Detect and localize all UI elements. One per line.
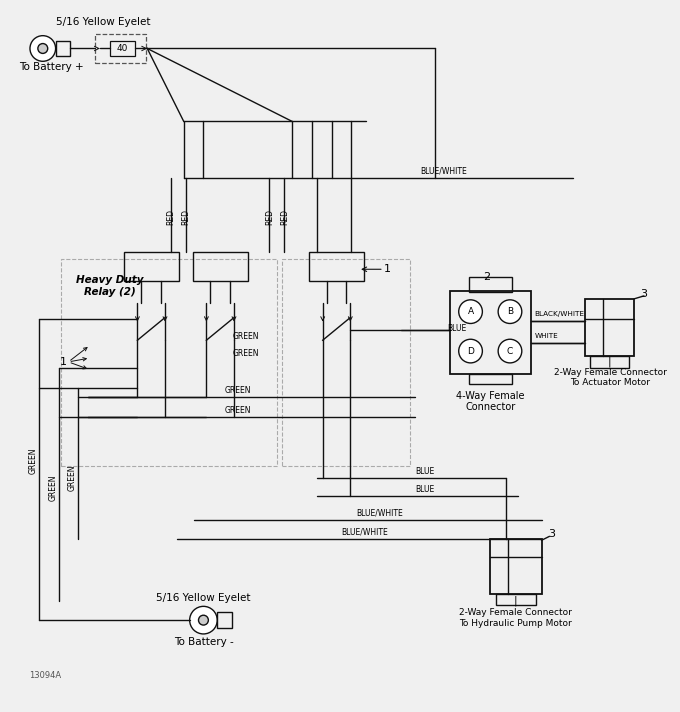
Text: BLUE: BLUE — [415, 485, 435, 493]
Circle shape — [190, 607, 217, 634]
Text: 13094A: 13094A — [29, 671, 61, 680]
Bar — [282, 259, 411, 466]
Text: GREEN: GREEN — [68, 465, 77, 491]
Circle shape — [199, 615, 208, 625]
Text: 40: 40 — [117, 44, 129, 53]
Text: BLUE/WHITE: BLUE/WHITE — [420, 166, 467, 175]
Text: A: A — [467, 307, 473, 316]
Circle shape — [459, 300, 482, 323]
Text: |: | — [514, 595, 517, 606]
Text: GREEN: GREEN — [233, 332, 259, 341]
Bar — [490, 539, 541, 594]
Bar — [217, 612, 232, 628]
Text: RED: RED — [279, 209, 289, 225]
Text: WHITE: WHITE — [534, 333, 558, 340]
Text: |: | — [608, 357, 611, 367]
Text: 5/16 Yellow Eyelet: 5/16 Yellow Eyelet — [56, 17, 150, 27]
Text: BLUE/WHITE: BLUE/WHITE — [341, 528, 388, 537]
Text: Heavy Duty
Relay (2): Heavy Duty Relay (2) — [76, 276, 143, 297]
Circle shape — [498, 339, 522, 363]
Bar — [585, 299, 634, 356]
Text: GREEN: GREEN — [224, 406, 251, 414]
Text: B: B — [507, 307, 513, 316]
Text: C: C — [507, 347, 513, 355]
Text: 4-Way Female
Connector: 4-Way Female Connector — [456, 391, 524, 412]
Text: To Battery -: To Battery - — [173, 637, 233, 646]
Bar — [450, 291, 530, 374]
Text: 2-Way Female Connector
To Actuator Motor: 2-Way Female Connector To Actuator Motor — [554, 368, 667, 387]
Text: 1: 1 — [384, 264, 391, 274]
Bar — [61, 259, 277, 466]
Text: 3: 3 — [641, 289, 647, 299]
Text: GREEN: GREEN — [224, 386, 251, 395]
Text: RED: RED — [167, 209, 175, 225]
Bar — [309, 251, 364, 281]
Text: 2-Way Female Connector
To Hydraulic Pump Motor: 2-Way Female Connector To Hydraulic Pump… — [460, 609, 573, 628]
Bar — [95, 33, 146, 63]
Text: GREEN: GREEN — [48, 475, 57, 501]
Text: 1: 1 — [60, 357, 67, 367]
Bar — [469, 277, 512, 292]
Bar — [496, 594, 536, 605]
Text: BLUE: BLUE — [447, 324, 466, 333]
Text: GREEN: GREEN — [29, 447, 37, 473]
Bar — [56, 41, 71, 56]
Bar — [124, 251, 179, 281]
Text: 2: 2 — [483, 272, 490, 282]
Text: D: D — [467, 347, 474, 355]
Circle shape — [498, 300, 522, 323]
Bar — [469, 374, 512, 384]
Circle shape — [38, 43, 48, 53]
Circle shape — [30, 36, 56, 61]
Circle shape — [459, 339, 482, 363]
Text: GREEN: GREEN — [233, 349, 259, 357]
Text: To Battery +: To Battery + — [19, 62, 84, 72]
Text: BLUE: BLUE — [415, 467, 435, 476]
Text: 3: 3 — [548, 530, 555, 540]
Bar — [109, 41, 135, 56]
Text: BLACK/WHITE: BLACK/WHITE — [534, 310, 585, 317]
Text: 5/16 Yellow Eyelet: 5/16 Yellow Eyelet — [156, 594, 251, 604]
Text: BLUE/WHITE: BLUE/WHITE — [356, 508, 403, 517]
Text: RED: RED — [265, 209, 274, 225]
Text: RED: RED — [181, 209, 190, 225]
Bar — [192, 251, 248, 281]
Bar — [590, 356, 629, 368]
